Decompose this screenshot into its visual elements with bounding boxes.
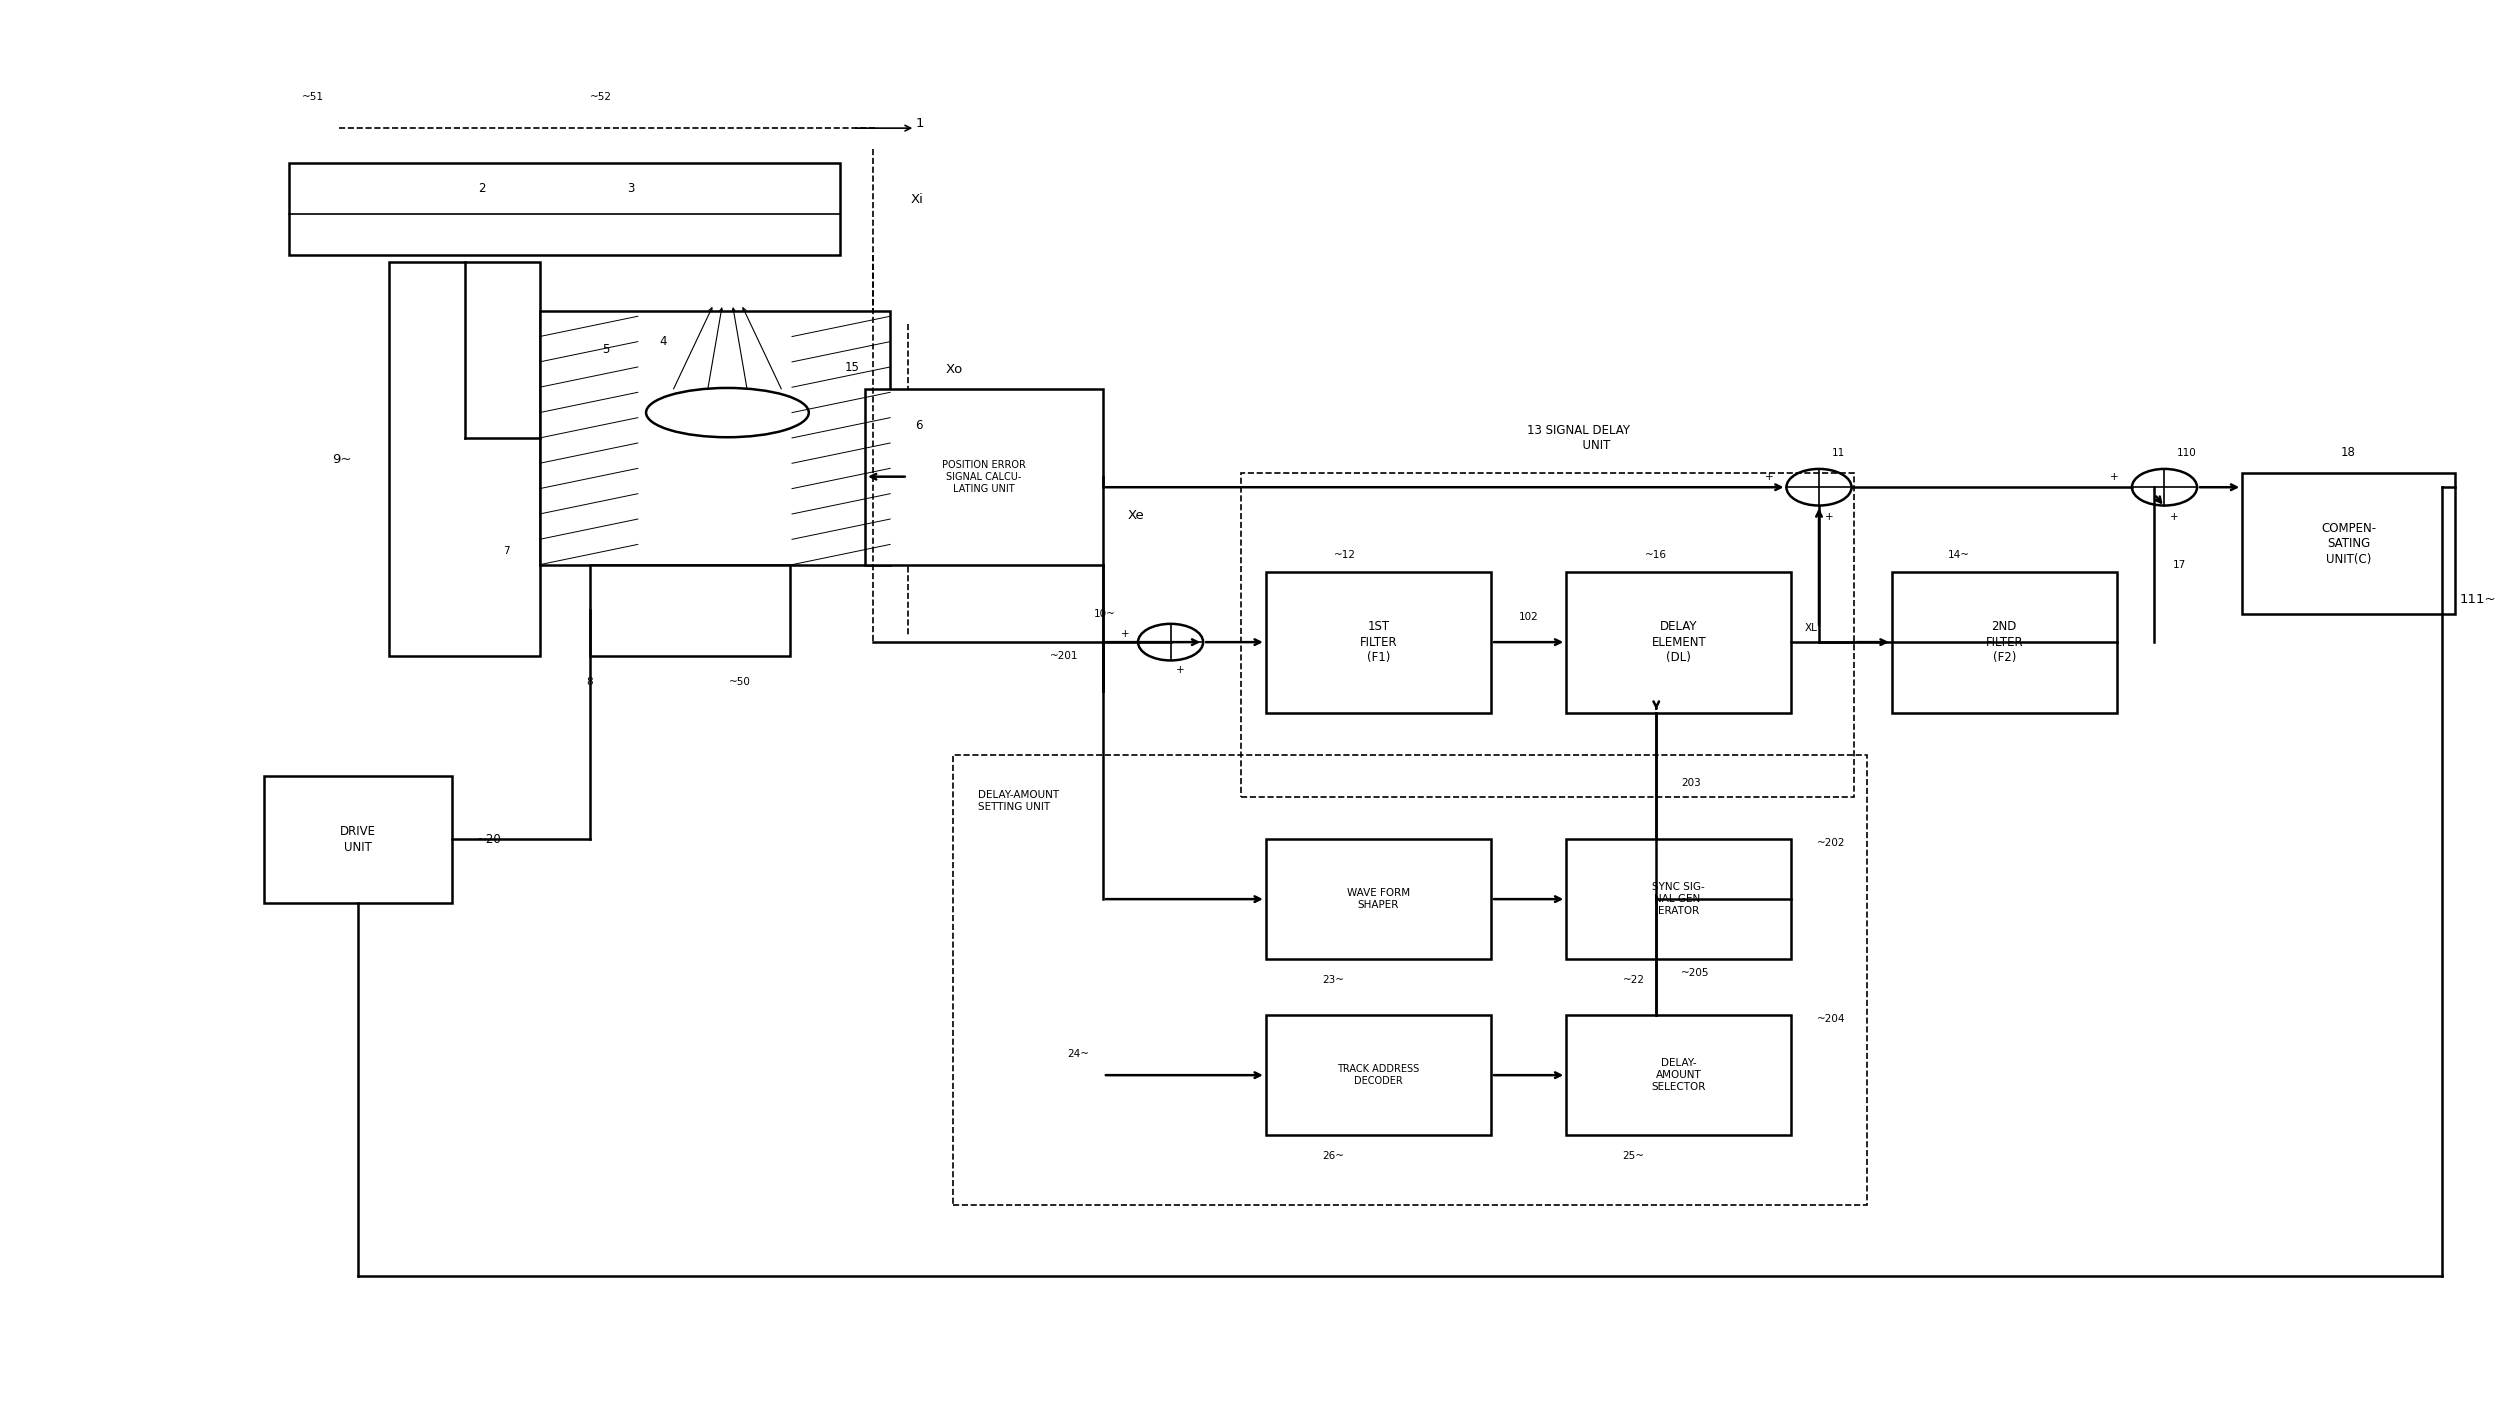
Text: 1: 1 xyxy=(915,117,925,130)
Text: ~52: ~52 xyxy=(589,92,612,102)
Text: ~20: ~20 xyxy=(477,832,502,845)
Text: 24~: 24~ xyxy=(1066,1048,1088,1060)
Text: Xe: Xe xyxy=(1129,509,1144,522)
Text: DELAY-
AMOUNT
SELECTOR: DELAY- AMOUNT SELECTOR xyxy=(1653,1058,1705,1092)
Text: ~202: ~202 xyxy=(1816,838,1846,848)
Text: 2ND
FILTER
(F2): 2ND FILTER (F2) xyxy=(1986,619,2024,665)
Text: DELAY
ELEMENT
(DL): DELAY ELEMENT (DL) xyxy=(1650,619,1705,665)
Text: +: + xyxy=(1121,629,1129,639)
Text: 8: 8 xyxy=(587,676,592,687)
Bar xyxy=(1565,840,1791,959)
Text: +: + xyxy=(2109,473,2119,483)
Text: 111~: 111~ xyxy=(2460,594,2495,607)
Bar xyxy=(263,776,451,903)
Text: DELAY-AMOUNT
SETTING UNIT: DELAY-AMOUNT SETTING UNIT xyxy=(978,790,1058,811)
Text: 5: 5 xyxy=(602,343,609,356)
Text: 26~: 26~ xyxy=(1322,1151,1344,1161)
Bar xyxy=(865,388,1104,564)
Text: ~12: ~12 xyxy=(1334,550,1354,560)
Bar xyxy=(1267,571,1492,713)
Text: 10~: 10~ xyxy=(1093,610,1116,619)
Text: Xo: Xo xyxy=(946,363,963,375)
Text: ~201: ~201 xyxy=(1048,652,1078,662)
Text: 17: 17 xyxy=(2172,560,2187,570)
Bar xyxy=(1565,1016,1791,1134)
Text: 2: 2 xyxy=(479,182,487,196)
Text: SYNC SIG-
NAL GEN-
ERATOR: SYNC SIG- NAL GEN- ERATOR xyxy=(1653,882,1705,916)
Text: +: + xyxy=(1826,512,1833,522)
Bar xyxy=(1267,840,1492,959)
Text: TRACK ADDRESS
DECODER: TRACK ADDRESS DECODER xyxy=(1337,1064,1420,1086)
Text: 13 SIGNAL DELAY
          UNIT: 13 SIGNAL DELAY UNIT xyxy=(1527,423,1630,452)
Bar xyxy=(389,262,539,656)
Text: ~16: ~16 xyxy=(1645,550,1668,560)
Bar xyxy=(953,755,1866,1205)
Bar xyxy=(1241,473,1853,797)
Text: +: + xyxy=(1176,666,1184,676)
Text: 14~: 14~ xyxy=(1949,550,1971,560)
Text: ~205: ~205 xyxy=(1680,968,1710,978)
Text: 110: 110 xyxy=(2177,449,2197,459)
Bar xyxy=(1891,571,2117,713)
Text: 1ST
FILTER
(F1): 1ST FILTER (F1) xyxy=(1359,619,1397,665)
Bar xyxy=(1267,1016,1492,1134)
Bar xyxy=(539,312,890,564)
Bar xyxy=(1565,571,1791,713)
Text: 11: 11 xyxy=(1831,449,1846,459)
Text: 3: 3 xyxy=(627,182,635,196)
Text: 4: 4 xyxy=(660,336,667,349)
Text: 6: 6 xyxy=(915,419,923,432)
Text: 23~: 23~ xyxy=(1322,975,1344,985)
Bar xyxy=(288,164,840,255)
Bar xyxy=(2242,473,2455,614)
Text: +: + xyxy=(1766,473,1773,483)
Text: +: + xyxy=(2169,512,2179,522)
Text: Xi: Xi xyxy=(910,193,923,206)
Text: 25~: 25~ xyxy=(1623,1151,1645,1161)
Bar xyxy=(589,564,790,656)
Text: ~50: ~50 xyxy=(730,676,750,687)
Text: 15: 15 xyxy=(845,361,860,374)
Text: COMPEN-
SATING
UNIT(C): COMPEN- SATING UNIT(C) xyxy=(2320,522,2375,566)
Text: ~51: ~51 xyxy=(301,92,324,102)
Text: ~22: ~22 xyxy=(1623,975,1645,985)
Text: 102: 102 xyxy=(1520,612,1537,622)
Text: 9~: 9~ xyxy=(334,453,351,466)
Text: XL: XL xyxy=(1806,624,1818,634)
Text: DRIVE
UNIT: DRIVE UNIT xyxy=(341,825,376,854)
Text: POSITION ERROR
SIGNAL CALCU-
LATING UNIT: POSITION ERROR SIGNAL CALCU- LATING UNIT xyxy=(943,460,1026,494)
Text: 18: 18 xyxy=(2340,446,2355,459)
Text: WAVE FORM
SHAPER: WAVE FORM SHAPER xyxy=(1347,888,1409,910)
Text: 203: 203 xyxy=(1680,777,1700,787)
Text: 7: 7 xyxy=(504,546,509,556)
Text: ~204: ~204 xyxy=(1816,1015,1846,1024)
